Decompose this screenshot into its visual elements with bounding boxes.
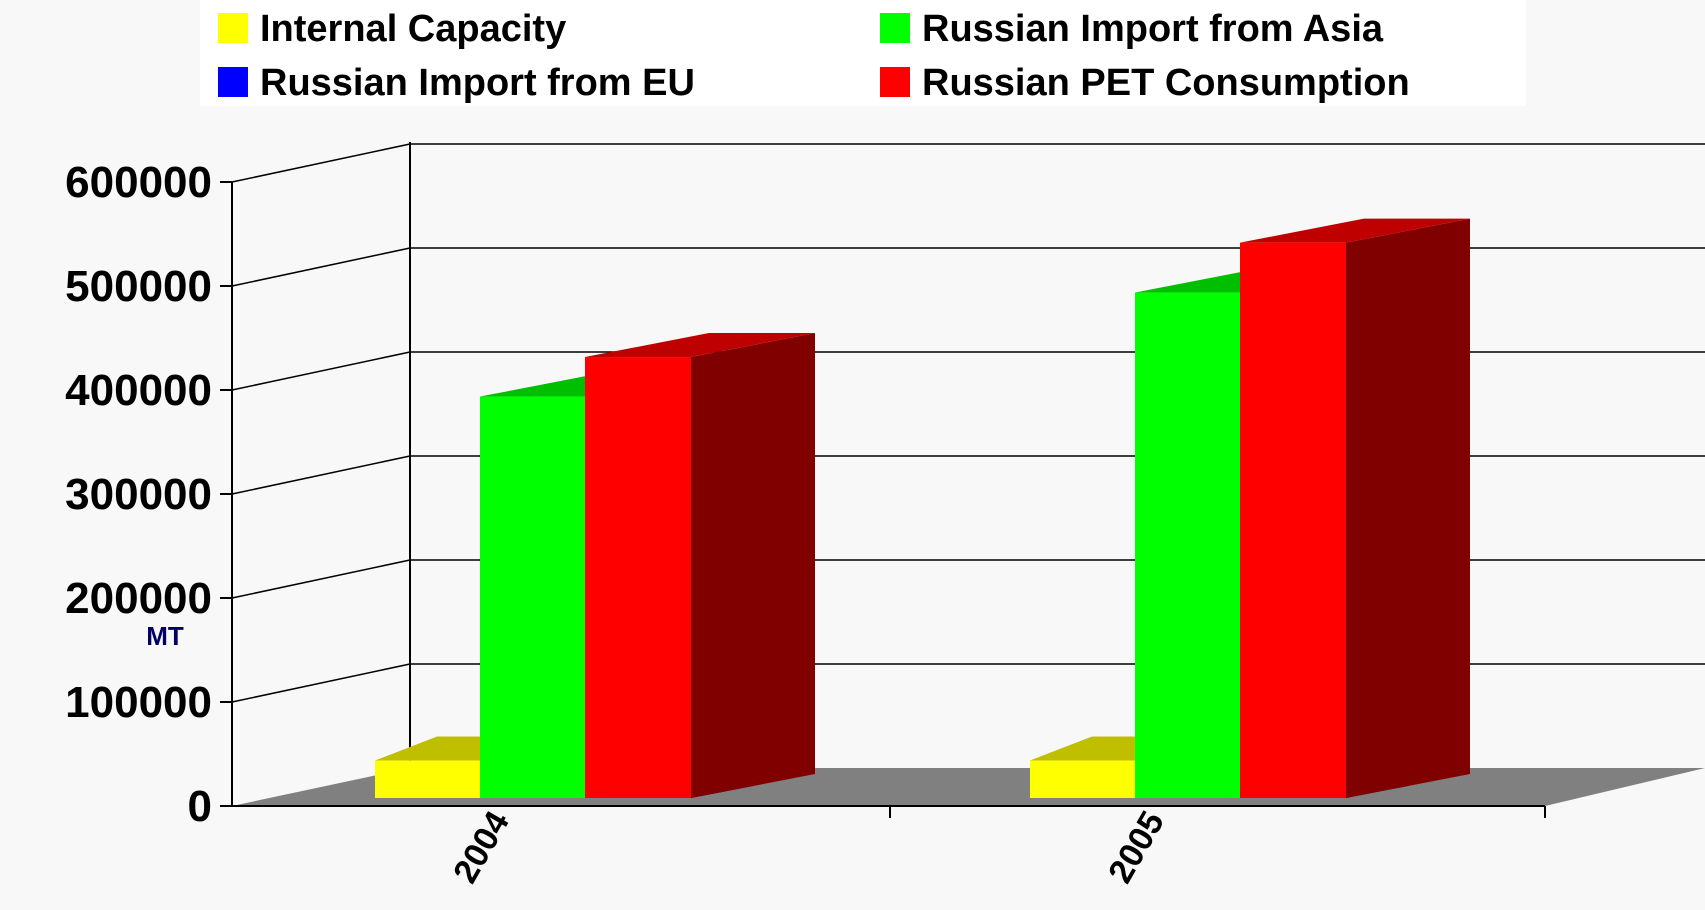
legend-swatch [880, 67, 910, 97]
bar-side [691, 333, 815, 798]
y-axis-unit-label: MT [146, 621, 184, 651]
y-tick-label: 500000 [65, 262, 212, 311]
bar-side [1346, 218, 1470, 798]
legend-swatch [880, 13, 910, 43]
x-category-label: 2005 [1101, 805, 1172, 890]
side-gridline [231, 351, 411, 391]
legend-label: Russian Import from EU [260, 62, 695, 104]
chart-bars [375, 218, 1470, 798]
bar-front [1135, 292, 1241, 798]
y-tick-label: 300000 [65, 470, 212, 519]
legend-label: Russian Import from Asia [922, 8, 1384, 50]
side-gridline [231, 663, 411, 703]
legend: Internal Capacity Russian Import from Asi… [200, 0, 1526, 106]
bar-top [585, 333, 815, 358]
legend-box [200, 0, 1526, 106]
y-tick-label: 600000 [65, 158, 212, 207]
y-tick-label: 100000 [65, 678, 212, 727]
bar-top [1240, 218, 1470, 243]
side-gridline [231, 455, 411, 495]
side-gridline [231, 247, 411, 287]
bar-russian-pet-consumption-2005 [1240, 218, 1470, 798]
legend-label: Russian PET Consumption [922, 62, 1410, 104]
side-gridline [231, 559, 411, 599]
bar-front [1240, 242, 1346, 798]
legend-label: Internal Capacity [260, 8, 566, 50]
legend-swatch [218, 13, 248, 43]
legend-swatch [218, 67, 248, 97]
bar-russian-pet-consumption-2004 [585, 333, 815, 798]
y-tick-label: 400000 [65, 366, 212, 415]
x-category-label: 2004 [446, 805, 517, 890]
bar-front [1030, 760, 1136, 798]
bar-front [480, 396, 586, 798]
bar-front [375, 760, 481, 798]
chart-walls [231, 142, 1705, 806]
side-gridline [231, 143, 411, 183]
bar-front [585, 357, 691, 798]
y-tick-label: 200000 [65, 574, 212, 623]
y-tick-label: 0 [188, 782, 212, 831]
